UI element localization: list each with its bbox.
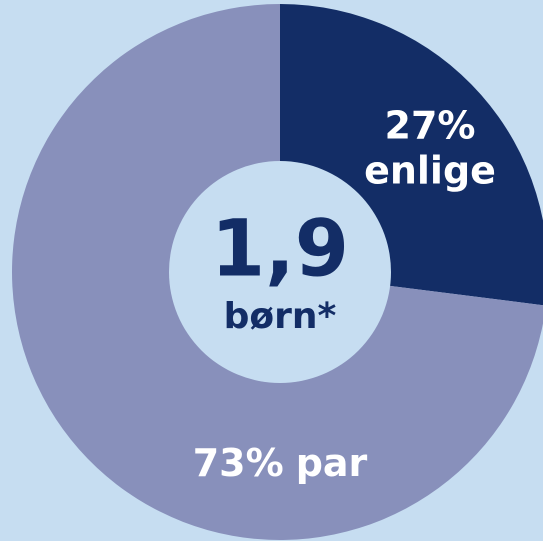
slice-label: enlige xyxy=(364,149,496,193)
donut-hole xyxy=(169,161,391,383)
value-label: 73% xyxy=(193,441,284,485)
value-label: 27% xyxy=(385,104,476,148)
center-value: 1,9 xyxy=(211,204,349,294)
slice-label-group: 73% par xyxy=(193,441,368,485)
slice-label: par xyxy=(296,441,368,485)
center-label: børn* xyxy=(224,296,337,337)
